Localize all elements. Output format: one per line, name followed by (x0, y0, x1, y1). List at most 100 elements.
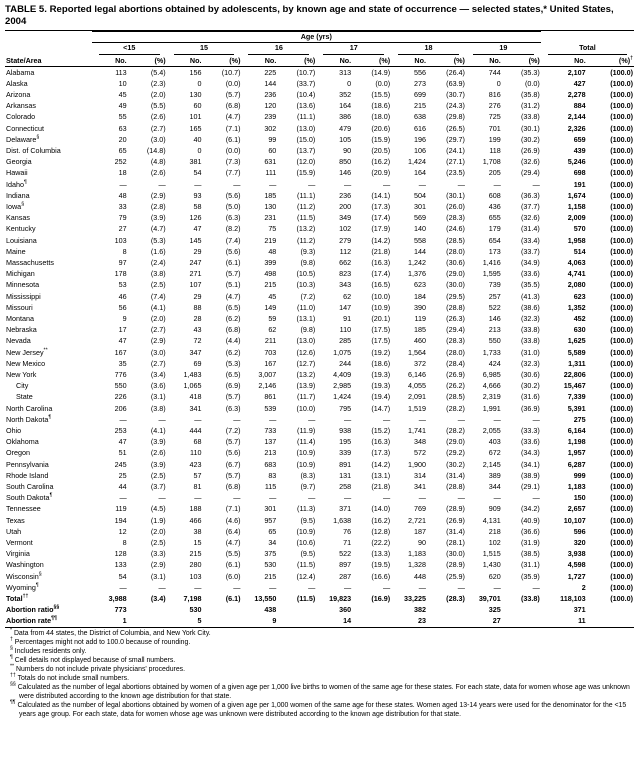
value-cell: 68 (193, 437, 202, 447)
value-cell: (6.1) (225, 560, 241, 570)
value-cell: (100.0) (610, 123, 633, 133)
value-cell: 448 (413, 571, 426, 581)
value-cell: (100.0) (610, 291, 633, 301)
value-cell: 48 (268, 246, 277, 256)
state-cell: Alabama (6, 67, 35, 77)
value-cell: (2.7) (150, 358, 166, 368)
value-cell: 164 (339, 101, 352, 111)
value-cell: 102 (488, 538, 501, 548)
value-cell: — (343, 179, 352, 189)
value-cell: (100.0) (610, 381, 633, 391)
value-cell: (26.2) (446, 381, 465, 391)
value-cell: (34.3) (521, 448, 540, 458)
value-cell: 62 (343, 291, 352, 301)
value-cell: — (308, 414, 316, 424)
value-cell: — (418, 582, 426, 592)
value-cell: (20.1) (371, 313, 391, 323)
value-cell: 188 (189, 504, 202, 514)
value-cell: 514 (573, 246, 586, 256)
state-cell: Iowa§ (6, 201, 25, 211)
value-cell: 2 (581, 582, 586, 592)
value-cell: 47 (118, 437, 127, 447)
table-row: Massachusetts 97 (2.4) 247 (6.1) 399 (9.8) 662 (… (5, 257, 634, 268)
value-cell: 4,131 (482, 515, 501, 525)
value-cell: 45 (118, 89, 127, 99)
value-cell: (3.4) (150, 369, 166, 379)
value-cell: (2.6) (150, 448, 166, 458)
value-cell: 88 (193, 302, 202, 312)
value-cell: (17.3) (371, 448, 391, 458)
value-cell: 701 (488, 123, 501, 133)
table-row: Arizona 45 (2.0) 130 (5.7) 236 (10.4) 352 (15.5)… (5, 89, 634, 100)
value-cell: 1,625 (567, 336, 586, 346)
value-cell: (29.5) (446, 291, 465, 301)
value-cell: (2.8) (150, 201, 166, 211)
table-row: Oklahoma 47 (3.9) 68 (5.7) 137 (11.4) 195 (16.3)… (5, 436, 634, 447)
value-cell: (35.8) (521, 89, 540, 99)
value-cell: (2.6) (150, 168, 166, 178)
value-cell: (31.4) (446, 470, 465, 480)
value-cell: 703 (264, 347, 277, 357)
value-cell: (9.8) (300, 257, 316, 267)
value-cell: (31.4) (446, 526, 465, 536)
value-cell: 40 (193, 134, 202, 144)
value-cell: (9.5) (300, 515, 316, 525)
value-cell: (6.2) (225, 347, 241, 357)
value-cell: 72 (193, 336, 202, 346)
state-cell: South Dakota¶ (6, 492, 53, 503)
value-cell: 608 (488, 190, 501, 200)
value-cell: (100.0) (610, 78, 633, 88)
value-cell: 10,107 (563, 515, 586, 525)
value-cell: 2,657 (567, 504, 586, 514)
value-cell: (2.9) (150, 190, 166, 200)
value-cell: 4,741 (567, 269, 586, 279)
state-cell: Kansas (6, 213, 30, 223)
value-cell: (31.4) (521, 224, 540, 234)
value-cell: 390 (413, 302, 426, 312)
value-cell: (26.3) (446, 313, 465, 323)
value-cell: 314 (413, 470, 426, 480)
value-cell: 257 (488, 291, 501, 301)
value-cell: 1,328 (407, 560, 426, 570)
state-cell: Georgia (6, 157, 32, 167)
value-cell: 1,198 (567, 437, 586, 447)
value-cell: (6.3) (225, 403, 241, 413)
value-cell: (3.8) (150, 269, 166, 279)
state-cell: Wisconsin§ (6, 571, 42, 581)
value-cell: 436 (488, 201, 501, 211)
value-cell: (100.0) (610, 213, 633, 223)
value-cell: (24.1) (446, 145, 465, 155)
value-cell: (4.1) (150, 426, 166, 435)
value-cell: 5,589 (567, 347, 586, 357)
value-cell: (3.1) (150, 392, 166, 402)
value-cell: 550 (488, 336, 501, 346)
value-cell: 572 (413, 448, 426, 458)
value-cell: (26.9) (446, 515, 465, 525)
value-cell: (18.6) (371, 101, 391, 111)
state-cell: Massachusetts (6, 257, 54, 267)
value-cell: — (308, 493, 316, 503)
state-cell: Abortion ratio§§ (6, 604, 60, 615)
value-cell: 17 (118, 325, 127, 335)
value-cell: 58 (193, 201, 202, 211)
value-cell: 43 (193, 325, 202, 335)
value-cell: (13.2) (296, 369, 316, 379)
value-cell: 247 (189, 257, 202, 267)
value-cell: 252 (114, 157, 127, 167)
spacer-cell (541, 32, 634, 43)
value-cell: 225 (264, 67, 277, 77)
value-cell: 504 (413, 190, 426, 200)
value-cell: 3,938 (567, 549, 586, 559)
value-cell: (16.2) (371, 515, 391, 525)
table-row: Mississippi 46 (7.4) 29 (4.7) 45 (7.2) 62 (10.0)… (5, 291, 634, 302)
value-cell: 81 (193, 482, 202, 492)
value-cell: 137 (264, 437, 277, 447)
value-cell: (4.5) (150, 504, 166, 514)
value-cell: (24.3) (446, 101, 465, 111)
value-cell: (12.7) (296, 358, 316, 368)
value-cell: (28.5) (446, 235, 465, 245)
value-cell: 386 (339, 112, 352, 122)
value-cell: 215 (413, 101, 426, 111)
value-cell: 301 (413, 201, 426, 211)
value-cell: (5.7) (225, 89, 241, 99)
